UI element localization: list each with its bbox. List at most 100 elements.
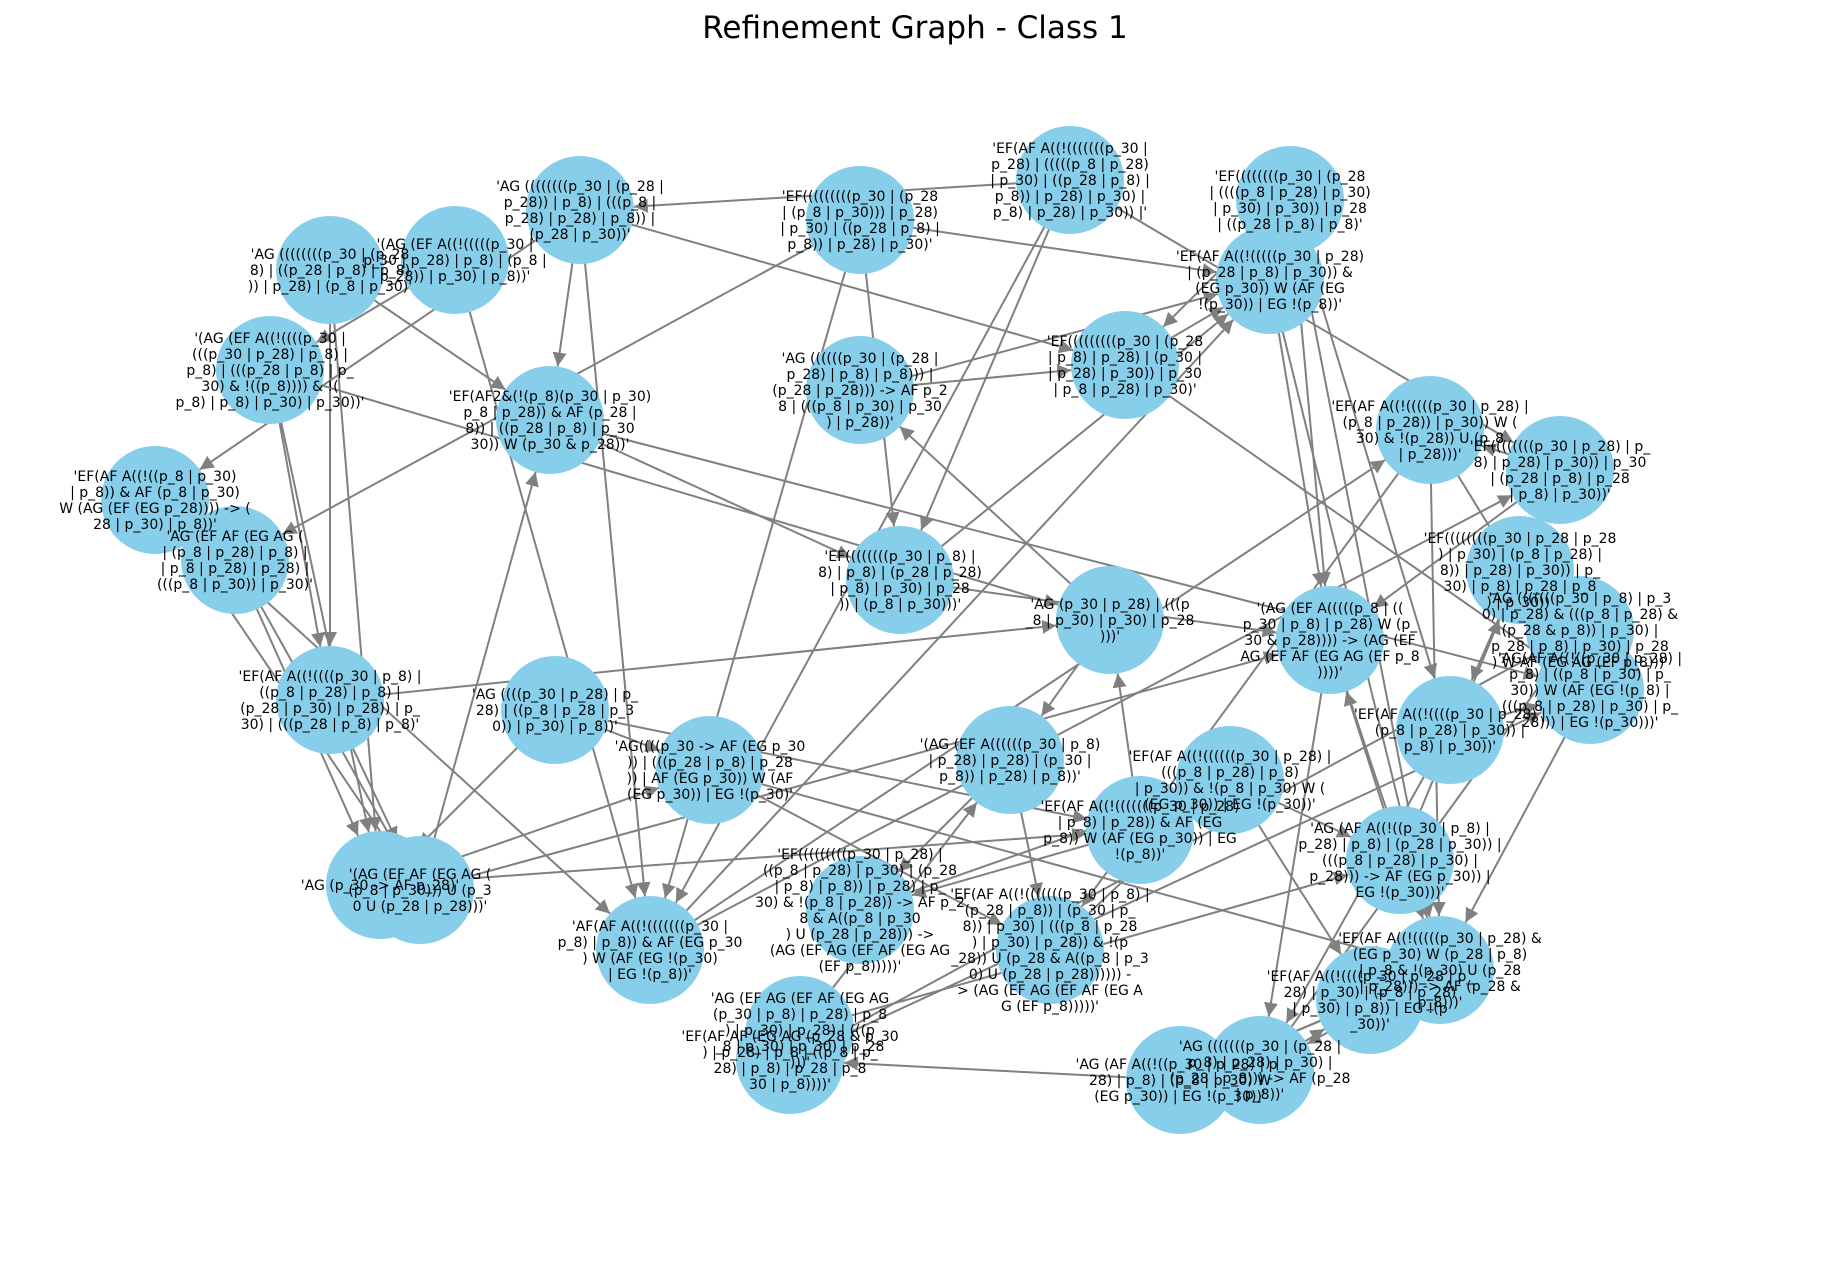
- graph-edge: [329, 280, 382, 832]
- node-label: 'EF(AF A((!(((((p_30 | p_28) & (EG p_30) …: [1338, 931, 1542, 1011]
- node-label: 'AF(AF A((!(((((((p_30 | p_8) | p_8)) & A…: [558, 919, 743, 983]
- graph-edge: [270, 380, 325, 648]
- node-label: 'EF((((((((p_30 | p_8) | 8) | p_8) | (p_2…: [818, 549, 982, 613]
- graph-node: [1071, 311, 1179, 419]
- graph-edge: [659, 494, 1513, 946]
- graph-node: [401, 206, 509, 314]
- graph-node: [501, 656, 609, 764]
- graph-node: [846, 526, 954, 634]
- node-label: 'EF((((((((p_30 | (p_28 | ((((p_8 | p_28)…: [1209, 169, 1370, 233]
- node-label: 'EF(AF A((!((((((p_30 | p_28) | (((p_8 | …: [1129, 749, 1332, 813]
- graph-node: [1176, 726, 1284, 834]
- graph-node: [996, 896, 1104, 1004]
- graph-node: [526, 156, 634, 264]
- graph-node: [656, 716, 764, 824]
- node-label: 'EF(AF A((!(((((p_30 | p_28) | (p_8 | p_2…: [1331, 399, 1528, 463]
- graph-edge: [390, 827, 1087, 886]
- node-label: 'EF(((((((((p_30 | (p_28 | (p_8 | p_30)))…: [780, 189, 940, 253]
- graph-node: [806, 336, 914, 444]
- node-label: 'AG((((p_30 -> AF (EG p_30)) | (((p_28 |…: [615, 739, 806, 803]
- graph-edge: [1291, 210, 1434, 918]
- graph-node: [276, 646, 384, 754]
- node-label: 'EF(((((((((p_30 | (p_28 | p_8) | p_28) |…: [1047, 334, 1203, 398]
- node-label: 'AG (((((((p_30 | p_8) | p_3 0) | p_28) &…: [1482, 591, 1678, 671]
- node-label: 'EF(AF A((!(((((((p_30 | p_28) | (((((p_8…: [990, 141, 1150, 221]
- node-label: '(AG (EF AF (EG AG ((p_8 | p_30))) U (p_…: [348, 867, 491, 915]
- node-label: '(AG (EF A((!(((((p_30 | p_30 | p_28) | p…: [363, 237, 546, 285]
- node-label: 'AG (p_30 | p_28) | (((p _8 | p_30) | p_3…: [1025, 597, 1195, 645]
- graph-edge: [656, 318, 1235, 943]
- graph-node: [956, 706, 1064, 814]
- node-label: 'EF(AF A((!(((((p_30 | p_28) | (p_28 | p_…: [1176, 249, 1364, 313]
- graph-edge: [559, 423, 852, 559]
- label-layer: 'EF(AF A((!(((((((p_30 | p_28) | (((((p_8…: [59, 141, 1682, 1105]
- graph-edge: [899, 425, 1103, 614]
- node-label: 'EF(AF A((!((((p_30 | p_8) | ((p_8 | p_28…: [239, 669, 422, 733]
- graph-edge: [1264, 650, 1330, 1017]
- node-label: 'AG ((((((((p_30 | (p_28 | p_28)) | p_8) …: [496, 179, 664, 243]
- graph-node: [101, 446, 209, 554]
- graph-title: Refinement Graph - Class 1: [702, 10, 1128, 46]
- node-label: 'AG (EF AF (EG AG (| (p_8 | p_28) | p_8)…: [157, 529, 313, 593]
- graph-node: [1216, 226, 1324, 334]
- graph-node: [1016, 126, 1124, 234]
- node-label: 'AG (AF A((!((p_30 | p_8) | p_28) | p_8) …: [1298, 821, 1501, 901]
- node-label: 'EF((((((((p_30 | p_28 | p_28) | p_30) |…: [1424, 531, 1617, 611]
- node-label: 'AG(AF A((!((p_30 | p_28) | p_8) | ((p_8 …: [1498, 651, 1682, 731]
- graph-edge: [421, 471, 539, 880]
- node-label: 'EF(AF A((!(((((((p_30 | p_28) | p_8) | p…: [1040, 799, 1239, 863]
- node-label: 'EF((((((((p_30 | p_28) | p_ 8) | p_28) |…: [1470, 439, 1651, 503]
- node-label: '(AG (EF A(((((p_8 | ((p_30 | p_8) | p_2…: [1240, 601, 1419, 681]
- graph-node: [1206, 1016, 1314, 1124]
- graph-edge: [340, 619, 1057, 700]
- graph-edge: [580, 220, 651, 897]
- node-label: 'EF(AF A((!((((p_30 | p_28) | (p_8 | p_28…: [1354, 707, 1546, 755]
- graph-node: [181, 506, 289, 614]
- graph-edge: [870, 220, 1217, 278]
- graph-node: [1526, 576, 1634, 684]
- graph-edge: [870, 290, 1219, 389]
- node-label: 'EF(AF AF (EG AG (p_28 & p_30) | p_28) |…: [681, 1029, 898, 1093]
- node-label: 'AG (EF AG (EF AF (EG AG (p_30 | p_8) | p…: [711, 991, 890, 1071]
- graph-node: [806, 166, 914, 274]
- graph-edge: [920, 189, 1067, 531]
- graph-edge: [719, 774, 1003, 926]
- graph-edge: [1133, 370, 1547, 660]
- node-label: 'AG ((((((p_30 | (p_28 | p_28) | p_8) | p…: [772, 351, 947, 431]
- graph-edge: [456, 270, 639, 899]
- graph-edge: [199, 215, 572, 471]
- node-label: 'EF(AF A((!((p_8 | p_30) | p_8)) & AF (p_…: [59, 469, 251, 533]
- node-label: 'AG (p_30 -> AF p_28)': [301, 878, 459, 894]
- graph-node: [1376, 376, 1484, 484]
- graph-edge: [590, 211, 1074, 354]
- node-label: 'EF(AF A((!((((p_30 | p_28 | p_ 28) | p_3…: [1267, 969, 1475, 1033]
- graph-node: [1396, 676, 1504, 784]
- graph-node: [1506, 416, 1614, 524]
- graph-node: [1316, 946, 1424, 1054]
- node-label: 'EF(AF2&(!(p_8)(p_30 | p_30) p_8 | p_28))…: [449, 389, 651, 453]
- node-label: 'EF(((((((((p_30 | p_28) | ((p_8 | p_28) …: [755, 847, 965, 975]
- node-label: 'AG (AF A((!((p_30 | p_28) | p_ 28) | p_8…: [1075, 1057, 1285, 1105]
- graph-edge: [1270, 290, 1326, 587]
- graph-node: [1056, 566, 1164, 674]
- node-label: '(AG (EF A((!((((p_30 | (((p_30 | p_28) |…: [176, 331, 365, 411]
- graph-node: [216, 316, 324, 424]
- graph-node: [326, 831, 434, 939]
- node-layer: [101, 126, 1644, 1134]
- node-label: 'AG (((((((p_30 | (p_28 | p_8) | p_28) | …: [1170, 1039, 1351, 1103]
- node-label: 'AG ((((p_30 | p_28) | p_ 28) | ((p_8 | p…: [472, 687, 639, 735]
- graph-node: [806, 856, 914, 964]
- graph-node: [1276, 586, 1384, 694]
- graph-node: [496, 366, 604, 474]
- graph-edge: [720, 771, 1389, 959]
- graph-node: [596, 896, 704, 1004]
- node-label: 'EF(AF A((!(((((((p_30 | p_8) | (p_28 | p…: [950, 887, 1149, 1015]
- graph-node: [736, 1006, 844, 1114]
- graph-node: [1126, 1026, 1234, 1134]
- graph-edge: [271, 380, 373, 833]
- graph-node: [1086, 776, 1194, 884]
- graph-edge: [843, 1056, 1170, 1081]
- graph-node: [1346, 806, 1454, 914]
- node-label: 'AG ((((((((p_30 | (p_28 8) | ((p_28 | p_…: [248, 247, 412, 295]
